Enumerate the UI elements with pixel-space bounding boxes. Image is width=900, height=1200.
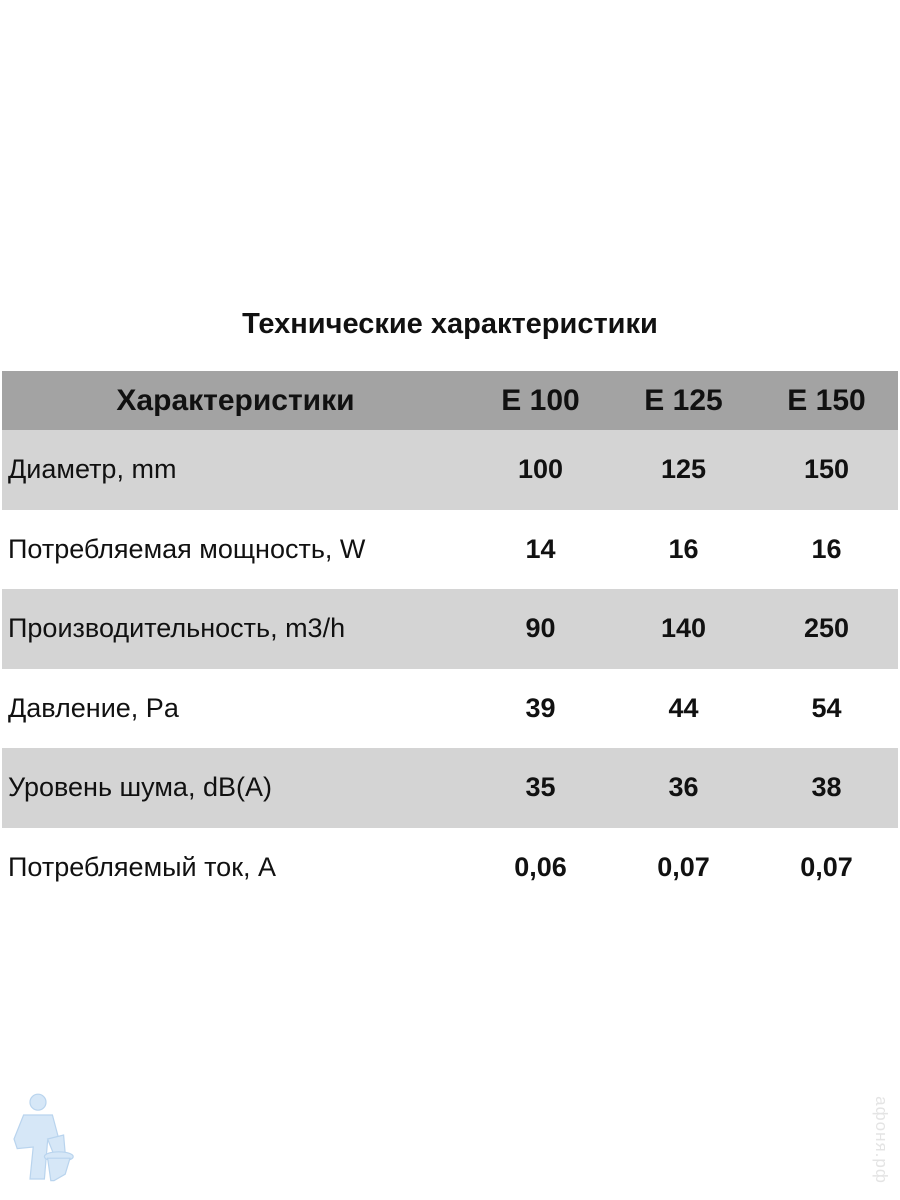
cell-value: 54 xyxy=(811,692,842,723)
plumber-mascot-logo xyxy=(13,1093,74,1182)
row-label: Давление, Pa xyxy=(8,692,179,723)
cell-value: 150 xyxy=(755,430,898,510)
table-row: Потребляемый ток, A 0,06 0,07 0,07 xyxy=(2,828,898,908)
cell-value: 39 xyxy=(525,692,556,723)
table-row: Диаметр, mm 100 125 150 xyxy=(2,430,898,510)
table-row: Давление, Pa 39 44 54 xyxy=(2,669,898,749)
column-header: E 150 xyxy=(755,371,898,430)
spec-table: Характеристики E 100 E 125 E 150 Диаметр… xyxy=(2,371,898,907)
cell-value: 100 xyxy=(469,430,612,510)
cell-value: 250 xyxy=(755,589,898,669)
column-header: Характеристики xyxy=(2,371,469,430)
cell-value: 14 xyxy=(525,533,556,564)
cell-value: 140 xyxy=(612,589,755,669)
cell-value: 16 xyxy=(668,533,699,564)
cell-value: 125 xyxy=(612,430,755,510)
table-row: Потребляемая мощность, W 14 16 16 xyxy=(2,510,898,590)
table-header-row: Характеристики E 100 E 125 E 150 xyxy=(2,371,898,430)
cell-value: 38 xyxy=(755,748,898,828)
row-label: Уровень шума, dB(A) xyxy=(2,748,469,828)
cell-value: 16 xyxy=(811,533,842,564)
row-label: Потребляемый ток, A xyxy=(8,851,277,882)
table-row: Производительность, m3/h 90 140 250 xyxy=(2,589,898,669)
watermark: афоня.рф xyxy=(872,1096,891,1184)
cell-value: 44 xyxy=(668,692,699,723)
row-label: Потребляемая мощность, W xyxy=(8,533,366,564)
page-title: Технические характеристики xyxy=(242,308,658,340)
column-header: E 100 xyxy=(469,371,612,430)
cell-value: 0,06 xyxy=(514,851,567,882)
cell-value: 0,07 xyxy=(800,851,853,882)
row-label: Производительность, m3/h xyxy=(2,589,469,669)
cell-value: 0,07 xyxy=(657,851,710,882)
column-header: E 125 xyxy=(612,371,755,430)
cell-value: 90 xyxy=(469,589,612,669)
row-label: Диаметр, mm xyxy=(2,430,469,510)
cell-value: 35 xyxy=(469,748,612,828)
table-row: Уровень шума, dB(A) 35 36 38 xyxy=(2,748,898,828)
cell-value: 36 xyxy=(612,748,755,828)
